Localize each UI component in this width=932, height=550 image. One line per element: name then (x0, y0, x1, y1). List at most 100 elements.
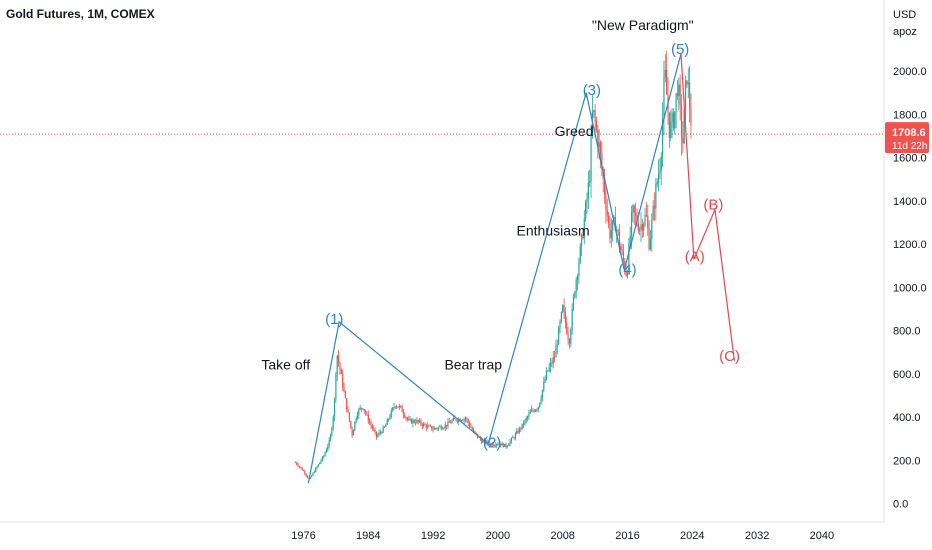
candle-body (547, 370, 549, 372)
candle-body (633, 205, 635, 213)
candle-body (674, 111, 676, 129)
candle-body (664, 69, 666, 78)
candle-body (495, 444, 498, 446)
candle-body (450, 422, 452, 424)
candle-body (524, 420, 526, 425)
candle-body (682, 137, 684, 144)
annotation-text: Bear trap (444, 356, 502, 372)
candle-body (344, 391, 346, 398)
chart-title: Gold Futures, 1M, COMEX (6, 7, 155, 21)
candle-body (586, 198, 588, 203)
candle-body (440, 426, 442, 430)
candle-body (617, 229, 619, 232)
candle-body (365, 411, 367, 414)
x-tick-label: 1984 (356, 530, 380, 542)
candle-body (439, 426, 441, 428)
candle-body (603, 179, 606, 196)
candle-body (312, 472, 314, 476)
y-tick-label: 2000.0 (893, 66, 927, 78)
candle-body (622, 251, 625, 261)
candle-body (300, 466, 302, 468)
candle-body (436, 428, 438, 430)
candle-body (571, 308, 573, 330)
candle-body (333, 398, 336, 417)
candle-body (494, 444, 496, 446)
candle-body (456, 421, 458, 422)
y-tick-label: 1600.0 (893, 153, 927, 165)
wave-label: (C) (719, 348, 740, 365)
candle-body (311, 475, 313, 478)
candle-body (505, 443, 507, 448)
candle-body (558, 327, 560, 345)
candle-body (394, 406, 396, 408)
candle-body (605, 195, 607, 211)
elliott-wave-lines[interactable] (307, 53, 736, 484)
candle-body (478, 437, 480, 438)
candle-body (412, 420, 414, 424)
candle-body (504, 443, 506, 447)
candle-body (614, 217, 616, 231)
candle-body (437, 427, 440, 429)
candle-body (598, 142, 600, 147)
candle-body (651, 219, 653, 239)
candle-body (321, 456, 323, 461)
candle-body (512, 437, 514, 439)
annotation-text: "New Paradigm" (592, 17, 694, 33)
candle-body (589, 181, 591, 183)
candle-body (301, 467, 303, 471)
candle-body (554, 357, 556, 358)
candle-body (332, 416, 334, 428)
candle-body (587, 182, 589, 199)
candle-body (590, 135, 592, 182)
wave-label: (5) (671, 41, 689, 58)
wave-label: (B) (703, 196, 723, 213)
x-tick-label: 2008 (550, 530, 574, 542)
candle-body (656, 181, 658, 184)
candle-body (563, 305, 565, 312)
time-axis[interactable]: 1976 1984 1992 2000 2008 2016 2024 2032 2040 (0, 521, 884, 542)
candle-body (555, 346, 557, 358)
candle-body (645, 215, 647, 216)
candle-body (355, 418, 357, 422)
candle-body (509, 441, 511, 445)
candle-body (396, 406, 398, 408)
candle-body (640, 224, 642, 230)
candle-body (410, 419, 413, 424)
candle-body (490, 443, 492, 446)
candle-body (567, 333, 569, 340)
candle-body (517, 430, 519, 433)
candle-body (506, 445, 508, 448)
candle-body (316, 466, 318, 469)
candle-body (350, 420, 352, 428)
candle-body (429, 425, 431, 427)
candle-body (583, 218, 585, 239)
candle-body (343, 387, 345, 392)
annotation-text: Take off (261, 356, 310, 372)
candle-body (392, 407, 394, 411)
candle-body (597, 129, 599, 147)
candle-body (653, 205, 656, 209)
candle-body (635, 212, 637, 216)
candle-body (666, 69, 668, 95)
price-axis[interactable]: USD apoz 0.0 200.0 400.0 600.0 800.0 1000.0 1200… (883, 0, 927, 522)
candle-body (370, 422, 372, 426)
candle-body (327, 445, 329, 450)
candle-body (294, 462, 296, 464)
candle-body (419, 420, 421, 422)
candle-body (313, 471, 315, 473)
candle-body (473, 429, 475, 431)
candle-body (581, 234, 583, 246)
candle-body (497, 443, 499, 445)
candle-body (522, 423, 525, 425)
candle-body (680, 104, 683, 138)
candle-body (648, 227, 650, 250)
candle-body (689, 82, 691, 109)
candle-body (676, 93, 679, 96)
y-tick-label: 1800.0 (893, 109, 927, 121)
candle-body (347, 409, 349, 413)
candle-body (595, 121, 598, 130)
candle-body (643, 224, 645, 231)
candle-body (475, 432, 477, 434)
candle-body (679, 84, 681, 105)
